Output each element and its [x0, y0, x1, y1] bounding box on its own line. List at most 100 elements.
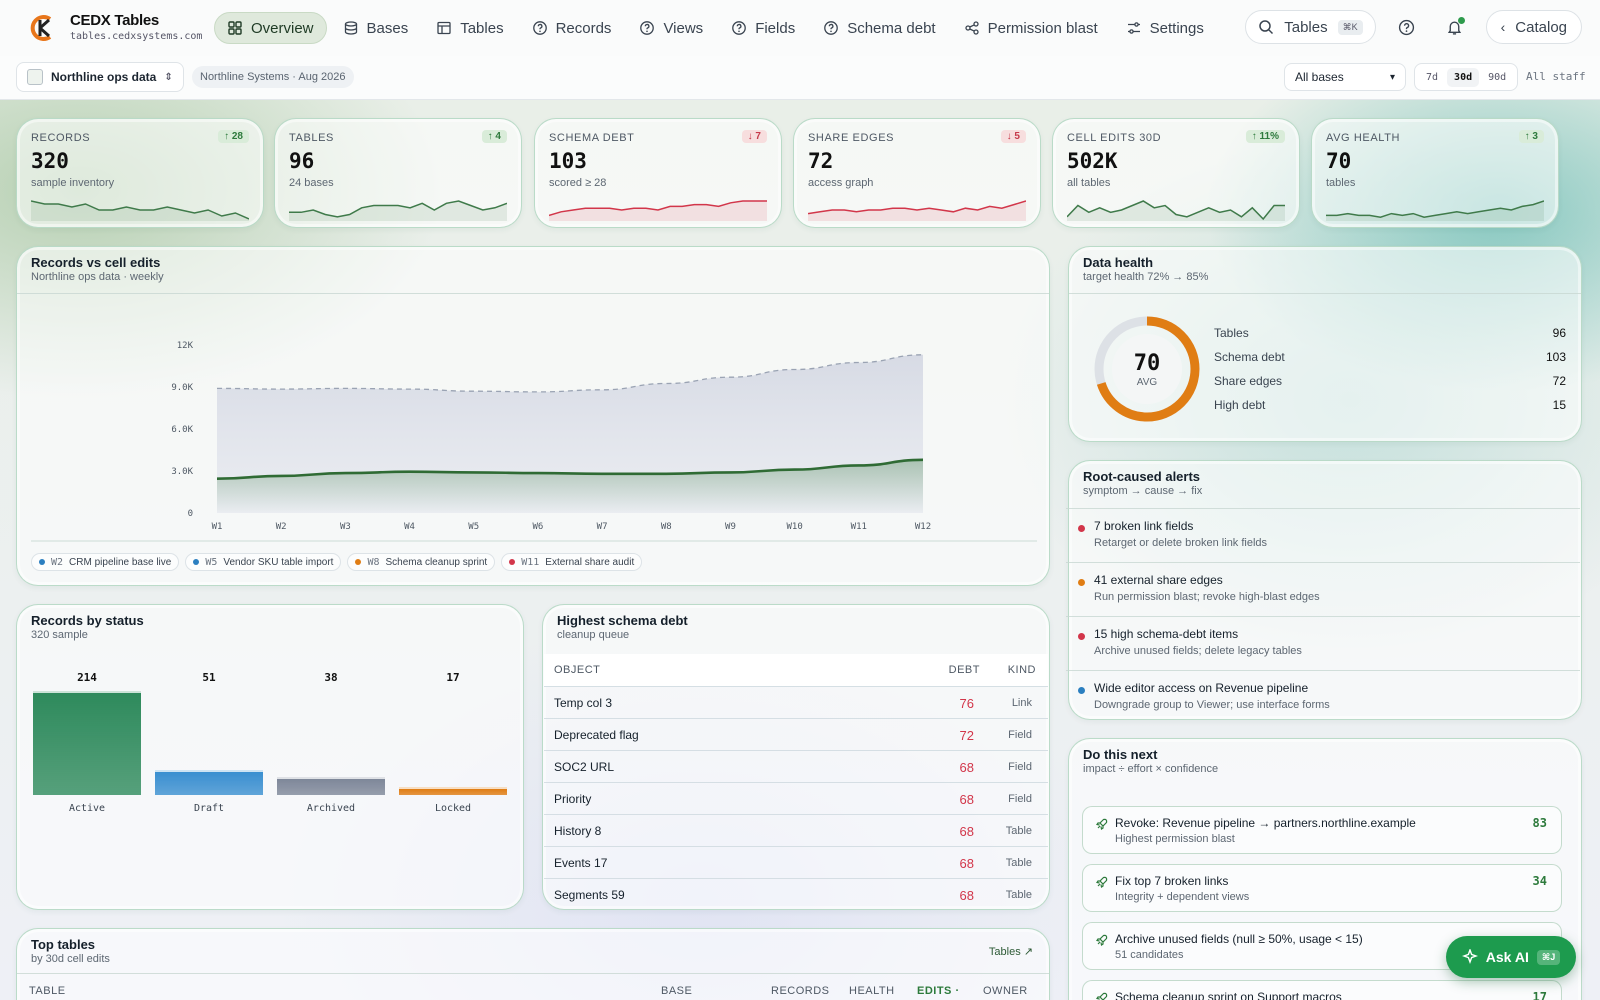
annotation-dot — [39, 559, 45, 565]
debt-table-row[interactable]: SOC2 URL 68 Field — [544, 750, 1048, 782]
top-tables-title: Top tables — [31, 937, 96, 952]
debt-table-row[interactable]: Temp col 3 76 Link — [544, 686, 1048, 718]
kpi-sparkline — [549, 200, 767, 221]
catalog-button[interactable]: ‹ Catalog — [1485, 10, 1582, 44]
top-tables-col[interactable]: TABLE — [29, 985, 66, 997]
debt-score: 72 — [959, 728, 974, 743]
annotation-text: External share audit — [545, 556, 635, 568]
kpi-card-avg-health[interactable]: Avg health 70 tables ↑ 3 — [1311, 118, 1559, 228]
next-action-item[interactable]: Schema cleanup sprint on Support macros 1… — [1082, 980, 1562, 1000]
kpi-card-tables[interactable]: Tables 96 24 bases ↑ 4 — [274, 118, 522, 228]
kpi-delta-badge: ↓ 7 — [741, 130, 767, 143]
alert-fix: Retarget or delete broken link fields — [1094, 537, 1268, 549]
workspace-icon — [27, 69, 43, 85]
nav-label: Fields — [755, 19, 796, 37]
workspace-switcher[interactable]: Northline ops data ⇕ — [16, 62, 184, 92]
status-bar-draft[interactable] — [155, 770, 263, 795]
top-tables-link[interactable]: Tables ↗ — [988, 946, 1033, 958]
next-action-item[interactable]: Fix top 7 broken links Integrity + depend… — [1082, 864, 1562, 912]
search-button[interactable]: Tables ⌘K — [1245, 10, 1376, 44]
debt-col-object: OBJECT — [554, 664, 601, 676]
range-90d[interactable]: 90d — [1488, 71, 1507, 83]
annotation-chip[interactable]: W5 Vendor SKU table import — [185, 553, 342, 571]
debt-object: History 8 — [554, 824, 602, 838]
kpi-card-schema-debt[interactable]: Schema debt 103 scored ≥ 28 ↓ 7 — [534, 118, 782, 228]
brand[interactable]: CEDX Tables tables.cedxsystems.com — [70, 12, 202, 42]
status-bar-archived[interactable] — [277, 776, 385, 795]
top-tables-col[interactable]: HEALTH — [849, 985, 895, 997]
x-tick-label: W2 — [276, 522, 287, 532]
annotation-chip[interactable]: W8 Schema cleanup sprint — [347, 553, 496, 571]
nav-bases[interactable]: Bases — [331, 12, 421, 44]
annotation-chip[interactable]: W11 External share audit — [501, 553, 643, 571]
alert-item[interactable]: 7 broken link fields Retarget or delete b… — [1066, 508, 1580, 560]
debt-table-row[interactable]: History 8 68 Table — [544, 814, 1048, 846]
status-bar-value: 51 — [202, 671, 216, 684]
top-tables-col[interactable]: OWNER — [983, 985, 1028, 997]
nav-overview[interactable]: Overview — [214, 12, 327, 44]
kpi-card-share-edges[interactable]: Share edges 72 access graph ↓ 5 — [793, 118, 1041, 228]
health-metric-label: Schema debt — [1214, 350, 1285, 364]
nav-permission-blast[interactable]: Permission blast — [952, 12, 1110, 44]
help-circle-icon — [732, 21, 747, 35]
help-button[interactable] — [1390, 10, 1424, 44]
ask-ai-button[interactable]: Ask AI ⌘J — [1446, 936, 1576, 978]
records-edits-chart: RecordsEdits03.0K6.0K9.0K12KW1W2W3W4W5W6… — [31, 341, 1037, 542]
sparkline-line — [549, 200, 767, 217]
chevron-updown-icon: ⇕ — [164, 71, 173, 83]
nav-views[interactable]: Views — [627, 12, 715, 44]
debt-score: 68 — [959, 792, 974, 807]
base-select-value: All bases — [1295, 70, 1344, 84]
range-selector: 7d 30d 90d — [1414, 63, 1519, 91]
alert-item[interactable]: 41 external share edges Run permission bl… — [1066, 562, 1580, 614]
next-action-title: Revoke: Revenue pipeline → partners.nort… — [1115, 816, 1416, 830]
debt-table-row[interactable]: Events 17 68 Table — [544, 846, 1048, 878]
kpi-sparkline — [1326, 200, 1544, 221]
debt-score: 76 — [959, 696, 974, 711]
debt-subtitle: cleanup queue — [557, 629, 630, 641]
annotation-dot — [193, 559, 200, 565]
top-tables-col[interactable]: EDITS · — [917, 985, 960, 997]
nav-records[interactable]: Records — [520, 12, 624, 44]
debt-table-row[interactable]: Priority 68 Field — [544, 782, 1048, 814]
chevron-down-icon: ▾ — [1389, 71, 1395, 83]
alert-item[interactable]: 15 high schema-debt items Archive unused … — [1066, 616, 1580, 668]
nav-label: Permission blast — [987, 19, 1098, 37]
kpi-label: Schema debt — [549, 132, 635, 144]
nav-settings[interactable]: Settings — [1114, 12, 1216, 44]
top-tables-col[interactable]: BASE — [661, 985, 693, 997]
annotation-chip[interactable]: W2 CRM pipeline base live — [31, 553, 180, 571]
health-subtitle: target health 72% → 85% — [1083, 271, 1209, 283]
rocket-icon — [1096, 992, 1108, 1000]
alert-title: 15 high schema-debt items — [1094, 627, 1239, 641]
status-bar-active[interactable] — [33, 691, 141, 795]
nav-fields[interactable]: Fields — [719, 12, 807, 44]
alert-item[interactable]: Wide editor access on Revenue pipeline Do… — [1066, 670, 1580, 722]
records-vs-edits-card: Records vs cell edits Northline ops data… — [16, 246, 1050, 586]
range-30d[interactable]: 30d — [1447, 67, 1480, 87]
debt-kind: Field — [1008, 761, 1032, 773]
kpi-card-records[interactable]: Records 320 sample inventory ↑ 28 — [16, 118, 264, 228]
sparkline-area — [1067, 201, 1285, 221]
status-subtitle: 320 sample — [31, 629, 88, 641]
range-7d[interactable]: 7d — [1426, 71, 1439, 83]
top-tables-col[interactable]: RECORDS — [771, 985, 830, 997]
debt-col-debt: DEBT — [948, 664, 980, 676]
nav-tables[interactable]: Tables — [424, 12, 515, 44]
top-right-controls: Tables ⌘K ‹ Catalog — [1245, 10, 1582, 44]
nav-schema-debt[interactable]: Schema debt — [811, 12, 947, 44]
kpi-delta-badge: ↑ 3 — [1518, 130, 1544, 143]
y-tick-label: 9.0K — [171, 383, 193, 393]
status-bar-locked[interactable] — [399, 786, 507, 795]
x-tick-label: W12 — [915, 522, 931, 532]
debt-table-row[interactable]: Deprecated flag 72 Field — [544, 718, 1048, 750]
debt-table-row[interactable]: Segments 59 68 Table — [544, 878, 1048, 910]
kpi-card-cell-edits-30d[interactable]: Cell edits 30d 502K all tables ↑ 11% — [1052, 118, 1300, 228]
staff-filter[interactable]: All staff — [1526, 70, 1586, 83]
rocket-icon — [1096, 876, 1108, 888]
notifications-button[interactable] — [1438, 10, 1472, 44]
debt-title: Highest schema debt — [557, 613, 688, 628]
base-select[interactable]: All bases ▾ — [1284, 63, 1406, 91]
next-action-item[interactable]: Revoke: Revenue pipeline → partners.nort… — [1082, 806, 1562, 854]
x-tick-label: W1 — [212, 522, 223, 532]
